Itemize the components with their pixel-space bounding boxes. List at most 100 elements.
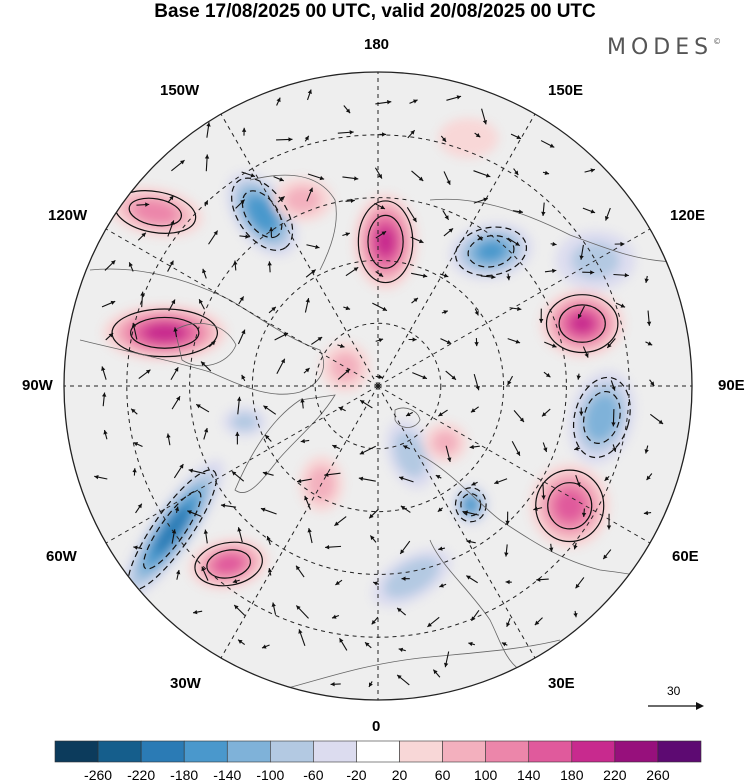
coastline-svalbard	[394, 407, 421, 428]
anomaly-layer	[102, 118, 636, 607]
lon-label-30w: 30W	[170, 675, 201, 692]
wind-vector-head	[482, 119, 488, 125]
wind-vector-head	[179, 464, 184, 469]
contour	[111, 308, 219, 358]
wind-vector-head	[234, 604, 239, 610]
wind-vector-head	[505, 520, 510, 525]
wind-vector-head	[377, 174, 382, 179]
colorbar-tick-label: -20	[346, 767, 367, 783]
coastline-siberia	[429, 198, 681, 263]
colorbar-swatch	[399, 740, 443, 763]
wind-vector-head	[110, 260, 116, 265]
wind-vector-head	[401, 576, 406, 581]
colorbar-swatch	[313, 740, 357, 763]
wind-vector-head	[131, 322, 137, 328]
wind-vector-head	[515, 339, 521, 344]
wind-vector-head	[334, 521, 339, 526]
wind-vector-head	[443, 662, 449, 668]
wind-vector-head	[468, 641, 473, 647]
wind-vector-head	[378, 338, 384, 343]
wind-vector-head	[265, 434, 270, 440]
wind-vector-head	[308, 187, 313, 193]
wind-vector-head	[538, 318, 544, 323]
colorbar-tick-label: -140	[213, 767, 242, 783]
wind-vector-head	[573, 544, 578, 550]
wind-vector-head	[466, 539, 471, 544]
wind-vector-head	[603, 554, 608, 560]
wind-vector-head	[534, 620, 540, 626]
wind-vector-head	[171, 529, 177, 534]
wind-vector-head	[387, 100, 392, 105]
wind-vector-head	[533, 506, 538, 511]
wind-vector-head	[332, 614, 337, 619]
wind-vector-head	[271, 306, 276, 312]
lon-label-120e: 120E	[670, 207, 706, 224]
wind-vector-head	[304, 135, 309, 141]
wind-vector-head	[514, 170, 519, 176]
wind-vector-head	[577, 313, 582, 319]
wind-vector-head	[552, 268, 557, 274]
wind-vector-head	[478, 235, 483, 241]
wind-vector-head	[516, 135, 521, 140]
anomaly-center	[222, 406, 267, 437]
colorbar-tick-label: -260	[84, 767, 113, 783]
wind-vectors	[94, 89, 664, 688]
wind-vector-head	[494, 480, 499, 485]
colorbar-tick-label: 260	[646, 767, 670, 783]
wind-vector-head	[504, 552, 509, 557]
wind-vector-head	[358, 476, 364, 481]
wind-vector-head	[399, 476, 404, 481]
anomaly-center	[107, 186, 203, 238]
colorbar-swatch	[528, 740, 573, 763]
wind-vector-head	[371, 619, 376, 625]
wind-vector-head	[101, 392, 107, 397]
wind-vector-head	[397, 674, 402, 680]
colorbar-swatch	[270, 740, 314, 763]
wind-vector-head	[506, 622, 511, 627]
wind-vector-head	[624, 273, 629, 278]
wind-vector-head	[360, 400, 365, 405]
wind-vector-head	[262, 471, 268, 476]
wind-vector-head	[213, 230, 218, 236]
wind-vector-head	[466, 575, 471, 580]
anomaly-center	[102, 304, 227, 361]
wind-vector-head	[590, 270, 595, 275]
colorbar-tick-label: -60	[303, 767, 324, 783]
wind-vector-head	[201, 361, 206, 366]
colorbar-swatch	[571, 740, 616, 763]
wind-vector-head	[448, 228, 454, 233]
wind-vector-head	[581, 512, 587, 517]
wind-vector-head	[378, 374, 383, 380]
wind-vector-head	[398, 647, 404, 652]
wind-vector-head	[353, 267, 359, 272]
wind-vector-head	[441, 137, 447, 142]
wind-vector-head	[381, 231, 387, 236]
wind-vector-head	[470, 408, 476, 413]
colorbar	[54, 740, 702, 763]
wind-vector-head	[443, 273, 449, 278]
wind-vector-head	[298, 629, 303, 634]
wind-vector-head	[176, 569, 181, 575]
wind-vector-head	[345, 305, 351, 311]
coastline-alaska	[249, 174, 337, 271]
wind-vector-head	[397, 607, 402, 613]
wind-vector-head	[643, 510, 649, 516]
map-border	[63, 71, 693, 701]
lon-label-150e: 150E	[548, 82, 584, 99]
wind-vector-head	[518, 209, 523, 214]
wind-vector-head	[506, 275, 511, 281]
contour	[535, 469, 605, 543]
wind-vector-head	[305, 367, 310, 373]
contour	[357, 200, 414, 284]
coastline-north-america	[79, 268, 325, 395]
colorbar-tick-label: 60	[434, 767, 451, 783]
wind-vector-head	[517, 306, 522, 312]
wind-vector-head	[456, 95, 462, 100]
wind-vector-head	[267, 568, 273, 573]
wind-vector-head	[354, 176, 359, 181]
wind-vector-head	[350, 198, 355, 203]
wind-vector-head	[145, 369, 151, 374]
anomaly-center	[372, 548, 452, 607]
wind-vector-head	[552, 343, 557, 348]
colorbar-tick-label: 140	[517, 767, 541, 783]
